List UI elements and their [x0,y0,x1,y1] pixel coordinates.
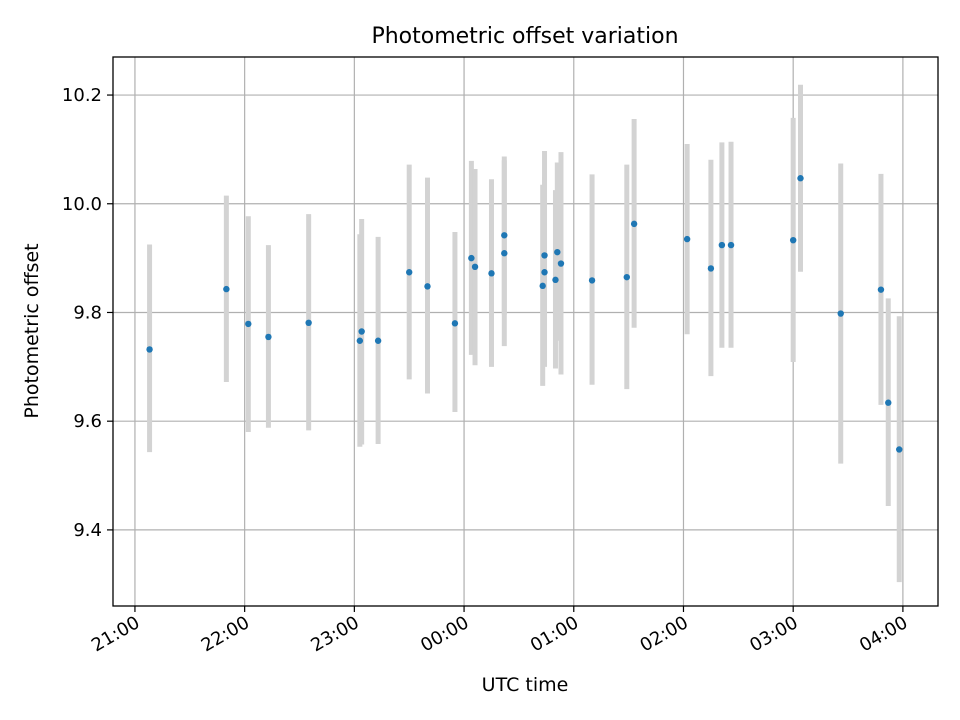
data-point [468,254,475,262]
y-axis-label: Photometric offset [21,243,43,418]
data-point [718,241,726,249]
data-point [501,250,508,257]
data-point [488,270,495,277]
data-point [623,273,630,281]
data-point [707,265,715,272]
y-tick-label: 9.6 [73,411,102,432]
data-point [305,319,312,327]
data-point [501,232,508,239]
plot-frame [112,56,939,607]
data-point [554,248,561,256]
y-axis: 9.4 9.6 9.8 10.0 10.2 [62,85,113,541]
y-tick-label: 10.0 [62,194,102,215]
data-point [451,320,459,327]
data-point [541,252,548,259]
data-point [588,277,596,284]
data-point [374,337,382,344]
data-point [557,260,565,267]
y-tick-label: 9.4 [73,520,102,541]
data-point [471,263,479,271]
data-point [837,310,844,317]
data-point [265,333,272,341]
data-point [245,320,252,328]
data-point [877,286,885,293]
data-point [727,241,735,249]
data-point [358,328,365,335]
data-point [541,269,548,276]
data-point [552,276,559,284]
data-point [356,337,364,344]
data-points [146,175,903,453]
y-tick-label: 9.8 [73,302,102,323]
data-point [424,283,431,290]
y-tick-label: 10.2 [62,85,102,106]
data-point [797,175,804,182]
chart-title: Photometric offset variation [371,24,678,49]
data-point [223,285,230,293]
data-point [789,236,797,244]
data-point [683,235,691,243]
data-point [146,346,153,353]
data-point [539,282,546,290]
data-point [885,399,892,406]
data-point [630,220,638,228]
data-point [896,446,903,453]
data-point [406,269,413,276]
x-axis-label: UTC time [482,674,569,696]
